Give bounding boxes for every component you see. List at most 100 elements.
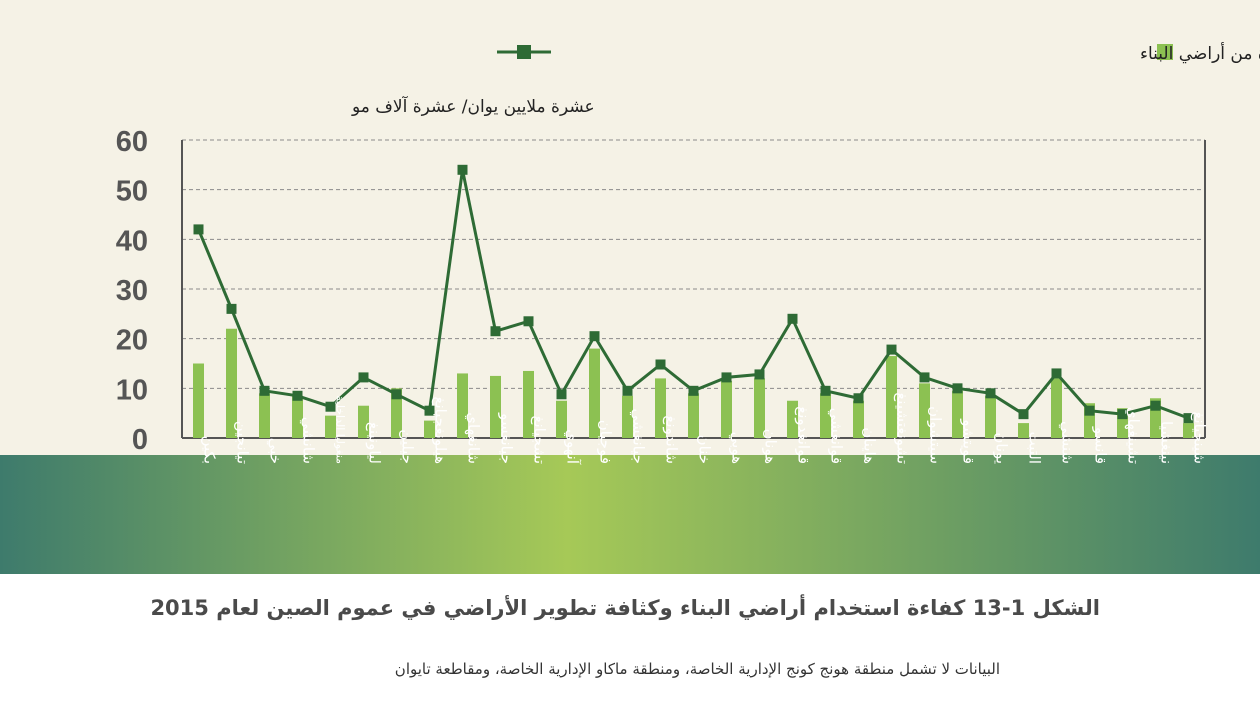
line-point	[424, 405, 435, 416]
y-tick-label: 20	[116, 325, 148, 357]
category-label: شانغهاي	[464, 412, 483, 464]
bar	[820, 393, 831, 438]
figure-caption-title: الشكل 1-13 كفاءة استخدام أراضي البناء وك…	[150, 596, 1100, 620]
bar	[292, 395, 303, 438]
line-point	[490, 326, 501, 337]
category-label: آنهوي	[563, 429, 582, 465]
line-point	[1018, 409, 1029, 420]
category-label: قوانغدونغ	[795, 406, 813, 464]
bar	[622, 395, 633, 438]
category-label: جيانغسو	[498, 412, 516, 464]
line-point	[886, 344, 897, 355]
category-label: بكين	[201, 436, 219, 464]
bar	[259, 393, 270, 438]
line-point	[952, 383, 963, 394]
bar	[886, 356, 897, 438]
y-tick-label: 10	[116, 374, 148, 406]
bar	[1150, 398, 1161, 438]
bar	[1183, 423, 1194, 438]
bar	[226, 328, 237, 438]
category-label: تيانجين	[234, 421, 252, 464]
category-label: شانشي	[299, 417, 318, 464]
y-tick-label: 0	[132, 424, 148, 456]
line-point	[358, 372, 369, 383]
category-label: لياونينغ	[366, 422, 384, 464]
category-label: هوبي	[728, 432, 747, 464]
category-label: منغوليا الداخلية	[334, 395, 347, 464]
line-point	[754, 369, 765, 380]
category-label: تشينغهاي	[1124, 407, 1143, 464]
bar	[688, 393, 699, 438]
line-point	[919, 372, 930, 383]
bar	[1084, 403, 1095, 438]
bar	[556, 400, 567, 438]
bar	[853, 400, 864, 438]
figure-caption-note: البيانات لا تشمل منطقة هونج كونج الإداري…	[394, 660, 1000, 678]
legend-bar-swatch	[1157, 44, 1173, 60]
category-label: هاينان	[861, 427, 879, 464]
category-label: التبت	[1026, 431, 1044, 464]
bar	[424, 420, 435, 438]
category-label: تشجيانغ	[531, 416, 549, 465]
bar	[985, 395, 996, 438]
bar	[358, 405, 369, 438]
line-point	[787, 313, 798, 324]
category-band	[0, 455, 1260, 574]
bar	[754, 378, 765, 438]
line-point	[1084, 405, 1095, 416]
y-axis-label: عشرة ملايين يوان/ عشرة آلاف مو	[351, 95, 595, 117]
chart: 0 10 20 30 40 50 60 عشرة ملايين يوان/ عشرة آلاف…	[0, 0, 1260, 574]
line-point	[985, 388, 996, 399]
legend-bar-label: الاستثمار في الأصول الثابتة لكل وحدة من …	[1140, 42, 1260, 64]
category-label: يونان	[993, 432, 1011, 464]
bar	[919, 383, 930, 438]
category-label: قوانغشي	[827, 408, 846, 464]
line-point	[1051, 368, 1062, 379]
bar	[787, 400, 798, 438]
bar	[325, 415, 336, 438]
line-point	[1117, 409, 1128, 420]
category-label: شينجيانغ	[1191, 411, 1209, 464]
line-point	[259, 385, 270, 396]
bar	[1117, 408, 1128, 438]
line-point	[820, 385, 831, 396]
category-label: قانسو	[1092, 426, 1110, 464]
category-label: شاندونغ	[663, 415, 681, 464]
bar	[457, 373, 468, 438]
line-point	[1183, 413, 1194, 424]
category-label: جيلين	[399, 429, 417, 464]
category-label: سيتشوان	[927, 406, 945, 464]
y-tick-label: 60	[116, 126, 148, 158]
category-label: شنشي	[1058, 421, 1077, 464]
category-label: قويتشو	[960, 418, 978, 464]
y-tick-label: 40	[116, 225, 148, 257]
line-point	[391, 389, 402, 400]
line-point	[622, 385, 633, 396]
legend-line-marker	[517, 45, 531, 59]
category-label: خنان	[696, 435, 714, 464]
line-point	[556, 389, 567, 400]
line-point	[523, 316, 534, 327]
category-label: هيلونغجيانغ	[432, 397, 450, 465]
category-label: هونان	[762, 429, 780, 465]
line-point	[226, 303, 237, 314]
line-point	[589, 331, 600, 342]
category-label: فوجيان	[597, 420, 615, 464]
bar	[589, 348, 600, 438]
bar	[523, 370, 534, 438]
category-label: تشونغتشينغ	[894, 392, 912, 464]
bar	[721, 380, 732, 438]
bar	[1018, 423, 1029, 438]
line-point	[688, 385, 699, 396]
bar	[655, 378, 666, 438]
y-tick-label: 30	[116, 275, 148, 307]
bar	[952, 390, 963, 438]
line-point	[457, 164, 468, 175]
line-point	[721, 372, 732, 383]
category-label: خبي	[266, 438, 285, 464]
line-point	[325, 401, 336, 412]
category-label: نينغشيا	[1158, 421, 1176, 464]
line-point	[292, 390, 303, 401]
category-label: جيانغشي	[629, 408, 648, 464]
